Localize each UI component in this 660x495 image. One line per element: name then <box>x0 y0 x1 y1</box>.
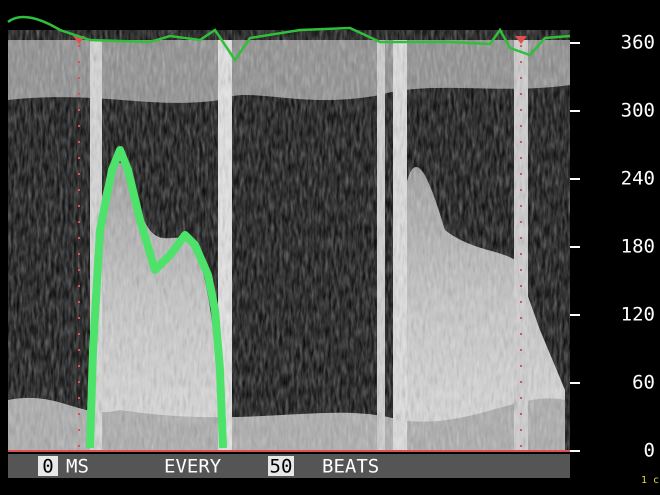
ultrasound-screen: 360 300 240 180 120 60 0 0 MS EVERY 50 BEATS 1… <box>0 0 660 495</box>
y-tick-label: 300 <box>621 100 655 122</box>
y-tick-label: 240 <box>621 168 655 190</box>
y-tick-label: 120 <box>621 304 655 326</box>
beat-count: 50 <box>270 456 293 478</box>
corner-note: 1 c <box>641 475 659 486</box>
y-tick-label: 0 <box>644 440 655 462</box>
beat-unit: BEATS <box>322 456 379 478</box>
delay-value: 0 <box>42 456 53 478</box>
delay-unit: MS <box>66 456 89 478</box>
y-tick-label: 180 <box>621 236 655 258</box>
footer-bar: 0 MS EVERY 50 BEATS <box>8 454 570 478</box>
y-tick-label: 60 <box>632 372 655 394</box>
y-tick-label: 360 <box>621 32 655 54</box>
every-label: EVERY <box>164 456 222 478</box>
